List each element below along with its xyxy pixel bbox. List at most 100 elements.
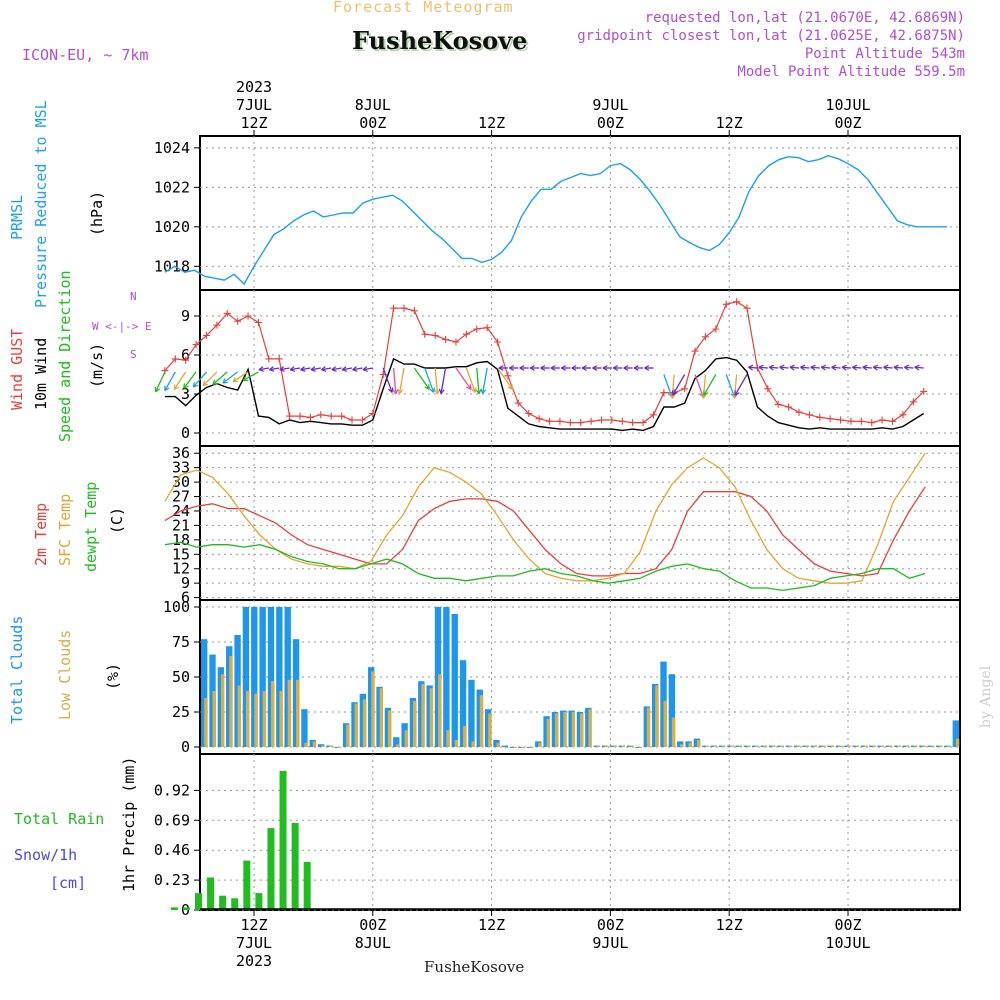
gust-marker bbox=[681, 385, 689, 393]
gust-marker bbox=[837, 416, 845, 424]
low-cloud-bar bbox=[738, 745, 743, 747]
low-cloud-bar bbox=[521, 747, 526, 748]
wind-direction-arrow bbox=[155, 371, 166, 393]
wind-direction-arrowhead bbox=[310, 366, 316, 372]
low-cloud-bar bbox=[930, 745, 935, 747]
wind-direction-arrow bbox=[290, 367, 301, 371]
wind-direction-arrowhead bbox=[331, 366, 337, 372]
gust-marker bbox=[306, 413, 314, 421]
low-cloud-bar bbox=[680, 744, 684, 747]
wind-direction-arrow bbox=[300, 367, 311, 371]
gust-marker bbox=[390, 304, 398, 312]
wind-direction-arrow bbox=[831, 366, 841, 369]
wind-direction-arrowhead bbox=[362, 366, 368, 372]
top-time-label: 00Z bbox=[597, 114, 624, 132]
gust-marker bbox=[400, 304, 408, 312]
bottom-date-label: 7JUL bbox=[236, 934, 272, 952]
wind-direction-arrowhead bbox=[820, 364, 827, 371]
wind-direction-arrowhead bbox=[841, 364, 847, 371]
wind-direction-arrowhead bbox=[471, 387, 477, 393]
wind-direction-arrowhead bbox=[222, 378, 228, 384]
total-cloud-bar bbox=[418, 681, 425, 747]
low-cloud-bar bbox=[245, 691, 250, 747]
total-cloud-bar bbox=[651, 684, 659, 747]
low-cloud-bar bbox=[847, 745, 851, 747]
wind-direction-arrow bbox=[202, 371, 218, 387]
wind-direction-arrow bbox=[769, 366, 779, 369]
low-cloud-bar bbox=[730, 745, 734, 747]
total-cloud-bar bbox=[301, 709, 308, 747]
total-cloud-bar bbox=[251, 607, 258, 747]
wind-direction-arrow bbox=[183, 371, 197, 389]
rain-bar bbox=[182, 907, 190, 910]
wind-direction-arrow bbox=[862, 366, 872, 369]
low-cloud-bar bbox=[671, 717, 676, 747]
gust-marker bbox=[899, 411, 907, 419]
low-cloud-bar bbox=[354, 703, 359, 747]
chart-title: FusheKosove bbox=[352, 26, 528, 55]
wind-direction-arrow bbox=[904, 366, 914, 369]
gust-marker bbox=[722, 300, 730, 308]
low-cloud-bar bbox=[889, 745, 893, 747]
low-cloud-bar bbox=[613, 745, 617, 747]
low-cloud-bar bbox=[504, 747, 509, 748]
low-cloud-bar bbox=[772, 745, 776, 747]
wind-direction-arrowhead bbox=[914, 364, 920, 371]
wind-direction-arrowhead bbox=[480, 388, 487, 394]
gust-marker bbox=[244, 312, 252, 320]
gust-marker bbox=[504, 372, 512, 380]
gust-marker bbox=[556, 417, 564, 425]
low-cloud-bar bbox=[304, 742, 308, 747]
bottom-time-label: 12Z bbox=[716, 916, 743, 934]
gust-marker bbox=[889, 417, 897, 425]
gust-marker bbox=[660, 389, 668, 397]
wind-direction-arrowhead bbox=[862, 364, 868, 371]
wind-direction-arrowhead bbox=[392, 389, 399, 395]
wind-10m-line bbox=[164, 356, 925, 432]
total-cloud-bar bbox=[459, 660, 467, 747]
wind-direction-arrow bbox=[455, 367, 472, 390]
wind-direction-arrowhead bbox=[672, 390, 678, 396]
top-time-label: 12Z bbox=[716, 114, 743, 132]
bottom-year-label: 2023 bbox=[236, 952, 272, 970]
gust-marker bbox=[639, 419, 647, 427]
total-cloud-bar bbox=[793, 745, 801, 747]
wind-direction-arrowhead bbox=[232, 377, 238, 383]
wind-direction-arrowhead bbox=[779, 364, 785, 371]
total-cloud-bar bbox=[902, 745, 909, 747]
wind-direction-arrowhead bbox=[731, 393, 738, 399]
low-cloud-bar bbox=[655, 685, 659, 747]
wind-direction-arrow bbox=[424, 367, 435, 393]
wind-direction-arrowhead bbox=[320, 366, 327, 372]
low-cloud-bar bbox=[747, 745, 751, 747]
gust-marker bbox=[546, 417, 554, 425]
total-cloud-bar bbox=[677, 741, 684, 747]
low-cloud-bar bbox=[705, 745, 709, 747]
rain-bar bbox=[291, 822, 299, 910]
wind-direction-arrow bbox=[310, 367, 321, 371]
low-cloud-bar bbox=[454, 740, 459, 747]
gust-marker bbox=[286, 412, 294, 420]
wind-direction-arrowhead bbox=[669, 393, 676, 399]
y-tick-label: 30 bbox=[172, 473, 190, 491]
total-cloud-bar bbox=[560, 710, 567, 747]
wind-direction-arrowhead bbox=[279, 366, 285, 372]
wind-direction-arrowhead bbox=[352, 366, 358, 372]
y-tick-label: 0.69 bbox=[154, 811, 190, 829]
wind-direction-arrowhead bbox=[498, 365, 504, 371]
wind-direction-arrow bbox=[748, 366, 758, 369]
gust-marker bbox=[774, 400, 782, 408]
wind-direction-arrowhead bbox=[507, 384, 514, 390]
wind-direction-arrowhead bbox=[434, 389, 440, 395]
wind-direction-arrowhead bbox=[429, 387, 436, 393]
wind-direction-arrow bbox=[672, 374, 686, 396]
wind-direction-arrowhead bbox=[633, 365, 639, 371]
gust-marker bbox=[473, 325, 481, 333]
precip-snow-unit: [cm] bbox=[50, 874, 87, 892]
gust-marker bbox=[514, 399, 522, 407]
low-cloud-bar bbox=[805, 745, 810, 747]
wind-direction-arrowhead bbox=[269, 366, 275, 372]
gust-marker bbox=[192, 341, 200, 349]
total-cloud-bar bbox=[535, 741, 542, 747]
